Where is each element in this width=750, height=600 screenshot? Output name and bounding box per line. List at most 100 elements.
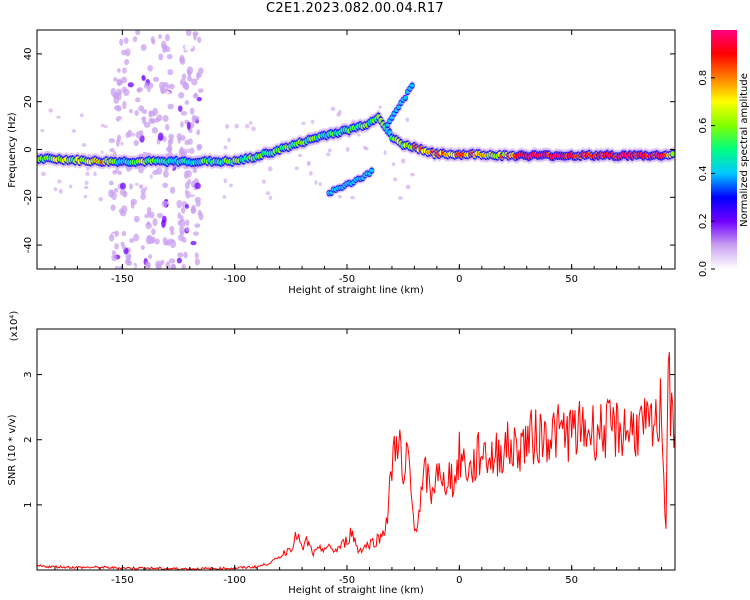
spectrogram-cell — [155, 167, 163, 175]
spectrogram-cell — [223, 178, 228, 184]
spectrogram-cell — [196, 145, 202, 151]
spectrogram-cell — [194, 196, 201, 203]
spectrogram-cell — [108, 180, 114, 186]
spectrogram-cell — [166, 239, 171, 246]
x-tick-label: 0 — [456, 274, 462, 285]
spectrogram-cell — [100, 150, 104, 154]
spectrogram-cell — [145, 222, 152, 230]
spectrogram-cell — [179, 57, 186, 65]
spectrogram-cell — [169, 239, 177, 249]
spectrogram-cell — [398, 196, 403, 200]
spectrogram-cell — [144, 213, 150, 219]
spectrogram-cell — [189, 222, 194, 228]
spectrogram-cell — [187, 138, 193, 145]
colorbar: 0.0 0.2 0.4 0.6 0.8 Normalized spectral ampl… — [698, 30, 750, 277]
spectrogram-cell — [181, 241, 188, 250]
spectrogram-cell — [111, 254, 117, 262]
y-tick-label: 2 — [23, 437, 34, 443]
spectrogram-cell — [110, 189, 114, 194]
spectrogram-cell — [127, 129, 133, 138]
spectrogram-cell — [169, 83, 175, 90]
colorbar-tick-label: 0.6 — [698, 118, 709, 134]
spectrogram-cell — [180, 110, 188, 116]
spectrogram-cell — [164, 34, 170, 42]
spectrogram-cell — [183, 170, 189, 180]
spectrogram-cell — [141, 75, 146, 81]
spectrogram-cell — [144, 186, 148, 191]
spectrogram-y-ticks: -40 -20 0 20 40 — [23, 48, 675, 253]
spectrogram-cell — [83, 194, 88, 199]
spectrogram-cell — [162, 115, 169, 123]
spectrogram-cell — [124, 59, 130, 66]
spectrogram-cell — [150, 36, 155, 43]
spectrogram-cell — [184, 189, 188, 195]
spectrogram-cell — [161, 215, 167, 224]
chart-title: C2E1.2023.082.00.04.R17 — [266, 1, 444, 16]
spectrogram-cell — [189, 107, 195, 115]
spectrogram-cell — [154, 117, 160, 123]
snr-y-axis-label: SNR (10 * v/v) — [7, 414, 18, 485]
spectrogram-cell — [194, 258, 200, 266]
spectrogram-cell — [391, 162, 396, 167]
spectrogram-cell — [190, 240, 197, 246]
spectrogram-cell — [109, 147, 115, 153]
spectrogram-cell — [194, 251, 199, 259]
spectrogram-cell — [265, 191, 270, 196]
spectrogram-cell — [189, 147, 195, 155]
spectrogram-cell — [144, 261, 151, 269]
spectrogram-cell — [130, 200, 135, 209]
y-tick-label: 20 — [23, 95, 34, 108]
spectrogram-cell — [176, 257, 182, 264]
spectrogram-cell — [81, 143, 87, 147]
spectrogram-marks — [37, 30, 675, 269]
spectrogram-cell — [131, 264, 136, 269]
spectrogram-cell — [140, 44, 147, 51]
spectrogram-cell — [121, 205, 128, 214]
snr-x-ticks: -150 -100 -50 0 50 — [54, 329, 663, 586]
spectrogram-cell — [141, 117, 146, 121]
y-tick-label: 0 — [23, 146, 34, 152]
spectrogram-cell — [400, 158, 406, 164]
spectrogram-cell — [195, 245, 200, 254]
spectrogram-cell — [192, 231, 199, 236]
spectrogram-cell — [186, 234, 193, 243]
spectrogram-cell — [114, 243, 119, 250]
spectrogram-cell — [170, 230, 175, 236]
spectrogram-cell — [670, 151, 675, 157]
spectrogram-cell — [120, 141, 124, 146]
spectrogram-cell — [162, 182, 169, 189]
x-tick-label: 0 — [456, 575, 462, 586]
spectrogram-cell — [128, 108, 133, 114]
spectrogram-cell — [53, 187, 58, 192]
spectrogram-cell — [158, 34, 163, 40]
spectrogram-cell — [113, 187, 119, 193]
spectrogram-x-axis-label: Height of straight line (km) — [288, 285, 424, 296]
spectrogram-cell — [378, 105, 382, 109]
spectrogram-cell — [129, 238, 135, 243]
spectrogram-cell — [129, 183, 133, 190]
spectrogram-cell — [79, 113, 84, 118]
colorbar-tick-label: 0.8 — [698, 70, 709, 86]
spectrogram-cell — [123, 37, 129, 44]
spectrogram-cell — [158, 53, 164, 61]
spectrogram-cell — [189, 194, 195, 198]
spectrogram-cell — [297, 153, 303, 158]
spectrogram-cell — [194, 182, 201, 190]
spectrogram-cell — [169, 225, 175, 232]
spectrogram-cell — [196, 96, 202, 102]
snr-y-ticks: 1 2 3 — [23, 371, 675, 508]
spectrogram-cell — [155, 263, 162, 269]
spectrogram-cell — [185, 30, 192, 37]
spectrogram-cell — [122, 100, 127, 110]
spectrogram-cell — [410, 172, 415, 177]
spectrogram-cell — [191, 78, 198, 86]
spectrogram-cell — [192, 31, 199, 37]
spectrogram-cell — [192, 93, 199, 99]
spectrogram-cell — [118, 118, 125, 125]
spectrogram-cell — [268, 195, 273, 200]
spectrogram-cell — [57, 179, 62, 184]
spectrogram-cell — [135, 131, 142, 139]
spectrogram-cell — [147, 237, 155, 245]
spectrogram-cell — [262, 179, 266, 184]
spectrogram-cell — [117, 68, 121, 73]
